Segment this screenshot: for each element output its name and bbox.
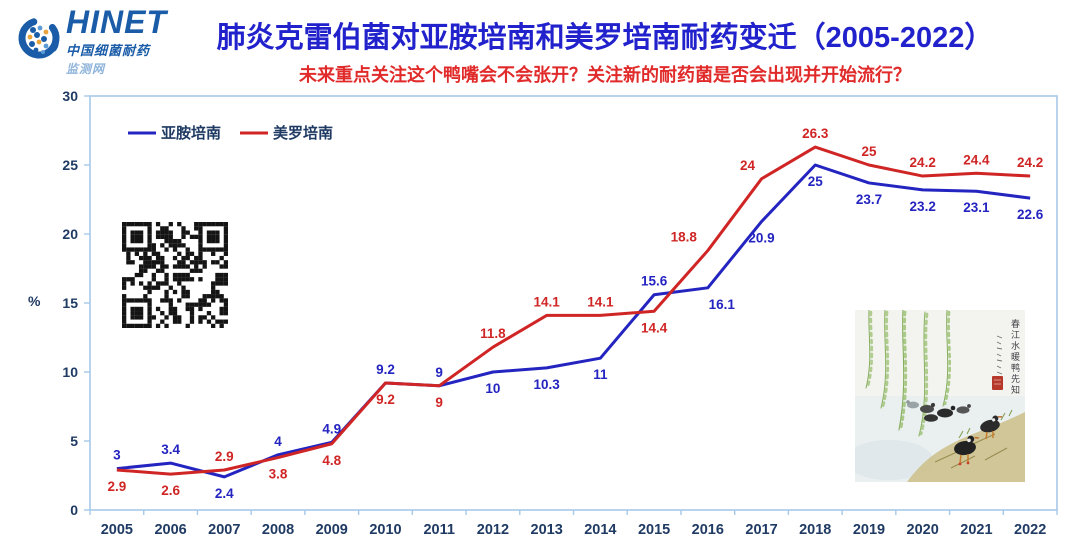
x-tick-label: 2020 (907, 522, 939, 538)
qr-code (122, 222, 229, 329)
painting-image: 春江水暖鸭先知 (855, 310, 1025, 482)
data-label: 2.4 (215, 486, 234, 501)
data-label: 10 (485, 381, 500, 396)
logo-brand-text: HINET (66, 4, 167, 40)
willow-branches (865, 310, 952, 437)
data-label: 26.3 (802, 126, 829, 141)
data-label: 25 (808, 174, 824, 189)
x-tick-label: 2010 (369, 522, 401, 538)
painting-graphic (855, 310, 1025, 482)
logo-subtitle-cn: 中国细菌耐药 (66, 43, 151, 59)
x-tick-label: 2005 (101, 522, 133, 538)
chinet-logo: HINET 中国细菌耐药 监测网 (16, 5, 167, 77)
y-tick-label: 20 (62, 226, 78, 242)
data-label: 23.2 (910, 199, 936, 214)
x-tick-label: 2019 (853, 522, 885, 538)
data-label: 9 (435, 365, 443, 380)
signature-strokes (996, 335, 1003, 375)
page-subtitle: 未来重点关注这个鸭嘴会不会张开？关注新的耐药菌是否会出现并开始流行？ (299, 65, 911, 85)
y-tick-label: 30 (62, 88, 78, 104)
data-label: 4.9 (322, 421, 341, 436)
data-label: 14.1 (533, 294, 560, 309)
painting-inscription: 春江水暖鸭先知 (1009, 319, 1019, 396)
data-label: 24.2 (910, 155, 936, 170)
data-label: 2.9 (107, 479, 126, 494)
y-axis-title: % (28, 293, 41, 309)
data-label: 14.1 (587, 294, 614, 309)
qr-code-image (122, 222, 229, 329)
swimming-ducks (906, 400, 971, 422)
y-tick-label: 15 (62, 295, 78, 311)
y-tick-label: 25 (62, 157, 78, 173)
data-label: 20.9 (748, 231, 774, 246)
data-label: 9 (435, 395, 443, 410)
data-label: 24.4 (963, 152, 990, 167)
x-tick-label: 2015 (638, 522, 670, 538)
data-label: 25 (861, 144, 877, 159)
x-tick-label: 2014 (584, 522, 616, 538)
data-label: 3.8 (269, 467, 288, 482)
data-label: 3.4 (161, 442, 180, 457)
red-seal (992, 376, 1003, 390)
x-tick-label: 2008 (262, 522, 294, 538)
x-tick-label: 2016 (692, 522, 724, 538)
logo-subtitle-cn2: 监测网 (66, 62, 106, 77)
chinet-logo-icon (18, 17, 60, 59)
y-tick-label: 0 (70, 502, 78, 518)
x-tick-label: 2011 (423, 522, 454, 538)
data-label: 24 (740, 158, 756, 173)
data-label: 2.6 (161, 483, 180, 498)
data-label: 22.6 (1017, 207, 1044, 222)
bank-ducks (954, 415, 1003, 466)
data-label: 2.9 (215, 449, 234, 464)
data-label: 4 (274, 434, 282, 449)
data-label: 23.1 (963, 200, 990, 215)
data-label: 9.2 (376, 362, 395, 377)
data-label: 24.2 (1017, 155, 1043, 170)
x-tick-label: 2017 (745, 522, 777, 538)
data-label: 15.6 (641, 274, 668, 289)
legend-item-label: 亚胺培南 (161, 124, 221, 142)
data-label: 16.1 (709, 297, 736, 312)
x-tick-label: 2022 (1014, 522, 1046, 538)
x-tick-label: 2021 (960, 522, 992, 538)
y-tick-label: 5 (70, 433, 78, 449)
data-label: 11 (593, 367, 608, 382)
legend-item-label: 美罗培南 (273, 124, 333, 142)
data-label: 3 (113, 448, 121, 463)
data-label: 23.7 (856, 192, 882, 207)
x-tick-label: 2013 (531, 522, 563, 538)
data-label: 18.8 (671, 230, 698, 245)
data-label: 9.2 (376, 392, 395, 407)
series-line (116, 145, 1031, 476)
data-label: 10.3 (533, 377, 560, 392)
y-tick-label: 10 (62, 364, 78, 380)
x-tick-label: 2006 (154, 522, 186, 538)
data-label: 11.8 (480, 326, 506, 341)
x-tick-label: 2018 (799, 522, 831, 538)
data-label: 4.8 (322, 453, 341, 468)
x-tick-label: 2012 (477, 522, 509, 538)
page-title: 肺炎克雷伯菌对亚胺培南和美罗培南耐药变迁（2005-2022） (216, 22, 994, 54)
data-label: 14.4 (641, 320, 668, 335)
x-tick-label: 2009 (316, 522, 348, 538)
x-tick-label: 2007 (208, 522, 240, 538)
